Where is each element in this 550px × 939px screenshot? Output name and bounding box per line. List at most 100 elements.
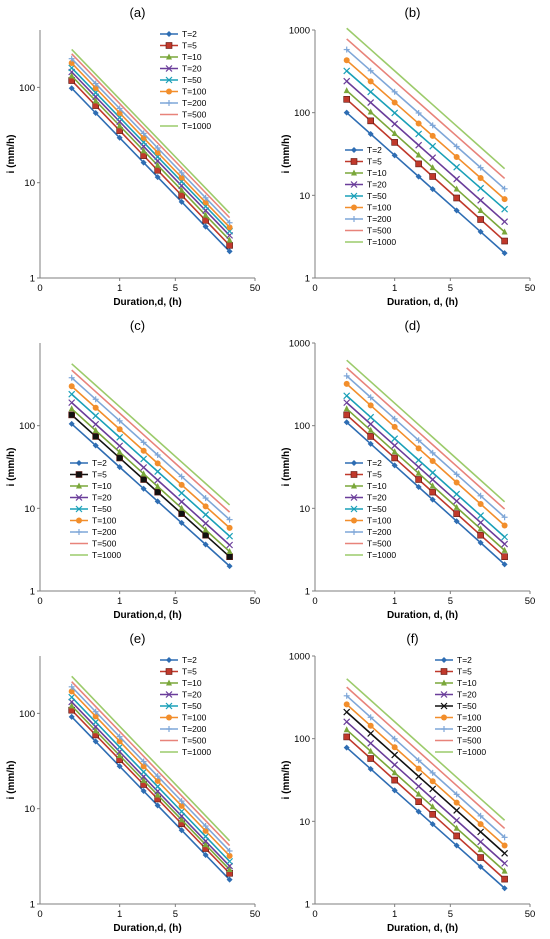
data-point (453, 842, 460, 849)
series-t-20 (343, 77, 509, 226)
y-tick-label: 100 (294, 734, 310, 745)
legend-marker (351, 460, 357, 466)
series-line (71, 402, 231, 546)
data-point (202, 851, 209, 858)
data-point (501, 218, 509, 226)
data-point (367, 130, 374, 137)
series-t-2 (343, 419, 508, 568)
x-axis-label: Duration,d, (h) (113, 610, 181, 621)
data-point (501, 546, 508, 553)
data-point (429, 449, 436, 456)
data-point (343, 67, 351, 75)
y-tick-label: 1000 (289, 652, 310, 663)
data-point (154, 802, 161, 809)
panel-label: (d) (405, 318, 421, 333)
legend-label: T=100 (367, 516, 392, 526)
data-point (343, 380, 350, 387)
series-line (346, 89, 506, 233)
y-tick-label: 100 (19, 709, 35, 720)
legend-label: T=200 (182, 98, 207, 108)
series-t-20 (343, 718, 509, 867)
data-point (501, 849, 509, 857)
data-point (477, 828, 485, 836)
legend-marker (441, 714, 447, 721)
data-point (477, 821, 484, 828)
data-point (154, 777, 161, 784)
data-point (178, 489, 186, 497)
legend-item: T=200 (160, 724, 207, 734)
y-tick-label: 1000 (289, 339, 310, 350)
data-point (226, 876, 233, 883)
data-point-stroke-b (429, 142, 437, 150)
data-point (92, 396, 99, 403)
data-point (92, 713, 99, 720)
series-t-20 (68, 399, 234, 549)
data-point (226, 248, 233, 255)
y-axis-label: i (mm/h) (6, 135, 17, 174)
data-point (501, 228, 508, 235)
series-line (71, 71, 231, 236)
data-point (92, 718, 100, 726)
legend-label: T=20 (367, 180, 387, 190)
series-t-200 (343, 46, 508, 192)
x-tick-label: 50 (525, 283, 536, 294)
legend-item: T=5 (160, 667, 197, 677)
legend-item: T=100 (345, 516, 392, 526)
legend-label: T=10 (92, 481, 112, 491)
legend-marker-stroke-b (350, 494, 358, 501)
series-line (346, 721, 506, 864)
data-point (140, 455, 148, 463)
data-point (140, 763, 147, 770)
legend-item: T=100 (435, 713, 482, 723)
data-point-stroke-b (415, 782, 423, 790)
data-point-stroke-b (140, 768, 148, 776)
data-point-stroke-b (68, 390, 76, 398)
data-point (154, 161, 161, 168)
legend-item: T=50 (160, 701, 202, 711)
data-point (116, 733, 123, 740)
data-point-stroke-b (178, 808, 186, 815)
data-point-stroke-b (429, 154, 437, 162)
series-t-50 (68, 390, 234, 540)
data-point (415, 141, 423, 149)
legend-label: T=2 (367, 458, 382, 468)
x-tick-label: 5 (173, 909, 178, 920)
legend-label: T=50 (367, 504, 387, 514)
data-point (343, 405, 350, 412)
legend-item: T=10 (345, 168, 387, 178)
legend-item: T=200 (345, 214, 392, 224)
legend-marker (351, 216, 357, 222)
data-point (477, 228, 484, 235)
data-point-stroke-b (343, 399, 351, 407)
data-point (226, 553, 233, 560)
legend-label: T=200 (182, 724, 207, 734)
data-point (453, 194, 460, 202)
legend-item: T=50 (435, 701, 477, 711)
legend-label: T=1000 (182, 121, 211, 131)
series-t-50 (343, 67, 509, 213)
chart-panel: (a) 1 10 100 0 1 5 50 Duration,d, (h) i (mm/h) T=2… (0, 0, 275, 313)
data-point (453, 163, 461, 171)
data-point-stroke-b (140, 464, 148, 471)
data-point (116, 426, 123, 433)
x-tick-label: 1 (117, 283, 122, 294)
legend-item: T=20 (345, 493, 387, 503)
data-point-stroke-b (391, 435, 399, 443)
y-tick-label: 10 (24, 804, 35, 815)
data-point (367, 67, 374, 74)
series-line (346, 395, 506, 538)
series-t-20 (343, 399, 509, 548)
data-point-stroke-b (343, 392, 351, 400)
data-point (178, 481, 185, 488)
x-tick-label: 5 (173, 283, 178, 294)
legend-label: T=50 (457, 701, 477, 711)
data-point (178, 169, 185, 176)
data-point (477, 846, 484, 853)
data-point (501, 561, 508, 568)
legend-marker (350, 471, 358, 478)
legend-item: T=500 (435, 736, 482, 746)
series-line (71, 705, 231, 871)
data-point (154, 145, 161, 152)
